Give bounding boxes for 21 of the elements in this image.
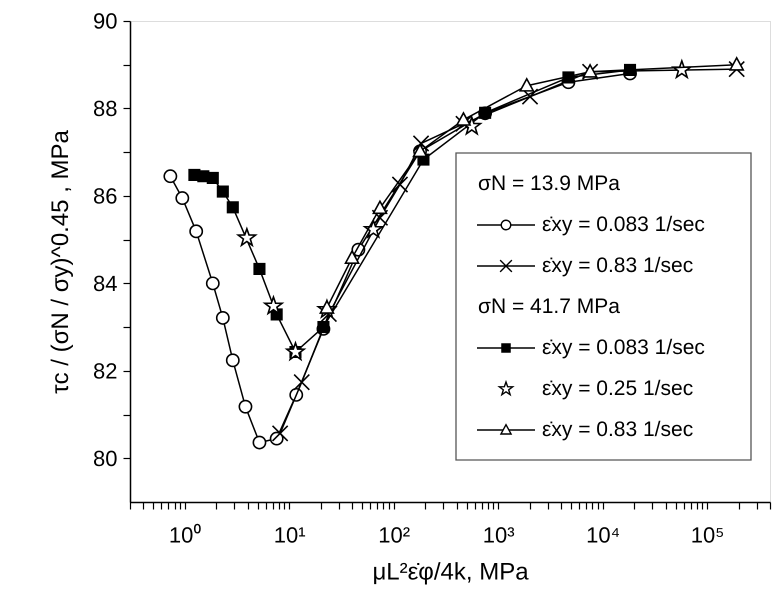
legend-label: ε̇xy = 0.83 1/sec [542, 254, 694, 277]
x-tick-label: 10¹ [274, 522, 306, 548]
legend-label: ε̇xy = 0.25 1/sec [542, 377, 694, 400]
y-tick-label: 88 [93, 96, 118, 121]
x-tick-label: 10² [378, 522, 410, 548]
x-tick-label: 10⁴ [586, 522, 620, 548]
x-tick-label: 10⁰ [168, 522, 202, 548]
y-tick-label: 80 [93, 446, 118, 471]
x-tick-label: 10³ [482, 522, 515, 548]
y-tick-label: 86 [93, 183, 118, 208]
legend-label: ε̇xy = 0.083 1/sec [542, 336, 705, 359]
x-tick-label: 10⁵ [690, 522, 724, 548]
legend-label: ε̇xy = 0.083 1/sec [542, 213, 705, 236]
y-tick-label: 84 [93, 270, 118, 296]
y-tick-label: 90 [93, 8, 118, 34]
y-axis-title: τc / (σN / σy)^0.45 , MPa [47, 129, 74, 394]
y-tick-label: 82 [93, 358, 118, 384]
annotation: σN = 41.7 MPa [478, 295, 620, 318]
legend-label: ε̇xy = 0.83 1/sec [542, 418, 694, 441]
annotation: σN = 13.9 MPa [478, 172, 620, 195]
x-axis-title: μL²ε̇φ/4k, MPa [372, 558, 530, 586]
